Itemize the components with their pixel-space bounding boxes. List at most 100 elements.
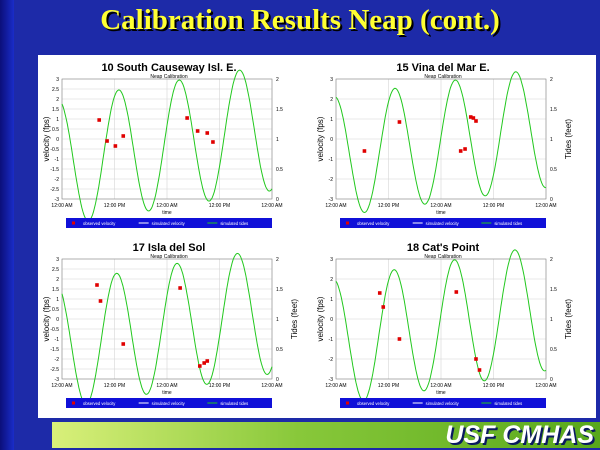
ytick-left-label: 3 <box>56 77 59 83</box>
ytick-left-label: -1 <box>329 157 334 163</box>
xtick-label: 12:00 AM <box>535 383 556 389</box>
ytick-left-label: -0.5 <box>50 147 59 153</box>
chart-title: 17 Isla del Sol <box>133 242 206 254</box>
chart-title: 10 South Causeway Isl. E. <box>101 62 236 74</box>
observed-point <box>474 357 478 361</box>
legend-label: simulated tides <box>494 221 522 226</box>
observed-point <box>211 140 215 144</box>
ytick-left-label: -3 <box>329 197 334 203</box>
x-axis-label: time <box>436 390 446 396</box>
brand-label: USF CMHAS <box>445 421 594 449</box>
xtick-label: 12:00 PM <box>209 203 230 209</box>
legend-label: observed velocity <box>357 401 390 406</box>
ytick-left-label: -2 <box>55 357 60 363</box>
xtick-label: 12:00 PM <box>104 203 125 209</box>
xtick-label: 12:00 PM <box>209 383 230 389</box>
y-axis-right-label: Tides (feet) <box>564 299 573 339</box>
ytick-left-label: 1 <box>56 117 59 123</box>
page-title: Calibration Results Neap (cont.) <box>100 4 500 36</box>
ytick-left-label: 2.5 <box>52 267 59 273</box>
ytick-right-label: 0.5 <box>276 167 283 173</box>
xtick-label: 12:00 AM <box>430 383 451 389</box>
observed-point <box>202 361 206 365</box>
ytick-left-label: -1 <box>55 337 60 343</box>
xtick-label: 12:00 AM <box>51 383 72 389</box>
ytick-right-label: 2 <box>550 257 553 263</box>
ytick-left-label: -2.5 <box>50 187 59 193</box>
xtick-label: 12:00 AM <box>535 203 556 209</box>
ytick-left-label: -1.5 <box>50 347 59 353</box>
ytick-left-label: -3 <box>55 377 60 383</box>
observed-point <box>377 291 382 295</box>
plot-frame <box>335 258 547 380</box>
simulated-tides-line <box>61 252 273 405</box>
ytick-left-label: -3 <box>329 377 334 383</box>
legend-label: observed velocity <box>83 401 116 406</box>
legend-box <box>66 398 272 408</box>
y-axis-right-label: Tides (feet) <box>564 119 573 159</box>
chart-subtitle: Neap Calibration <box>150 74 187 80</box>
ytick-right-label: 0 <box>276 377 279 383</box>
ytick-right-label: 2 <box>550 77 553 83</box>
observed-point <box>198 364 202 368</box>
y-axis-left-label: velocity (fps) <box>42 296 51 341</box>
legend-swatch-observed <box>346 221 349 225</box>
ytick-left-label: 2 <box>56 97 59 103</box>
xtick-label: 12:00 PM <box>378 383 399 389</box>
observed-point <box>121 342 126 346</box>
xtick-label: 12:00 AM <box>156 203 177 209</box>
legend-swatch-observed <box>346 401 349 405</box>
observed-point <box>195 129 200 133</box>
x-axis-label: time <box>162 390 172 396</box>
ytick-left-label: -1 <box>55 157 60 163</box>
x-axis-label: time <box>162 210 172 216</box>
ytick-left-label: 0 <box>56 137 59 143</box>
ytick-left-label: 1 <box>330 117 333 123</box>
observed-point <box>185 116 189 120</box>
ytick-right-label: 2 <box>276 77 279 83</box>
x-axis-label: time <box>436 210 446 216</box>
ytick-left-label: -1.5 <box>50 167 59 173</box>
ytick-right-label: 0.5 <box>550 167 557 173</box>
observed-point <box>205 131 210 135</box>
ytick-right-label: 1 <box>276 137 279 143</box>
plot-frame <box>335 78 547 200</box>
ytick-right-label: 1 <box>276 317 279 323</box>
observed-point <box>205 359 210 363</box>
legend-label: simulated velocity <box>426 221 460 226</box>
ytick-right-label: 0 <box>550 377 553 383</box>
ytick-left-label: -2.5 <box>50 367 59 373</box>
legend-label: simulated velocity <box>426 401 460 406</box>
legend-label: simulated tides <box>494 401 522 406</box>
plot-frame <box>61 258 273 380</box>
chart-title: 15 Vina del Mar E. <box>396 62 489 74</box>
chart-15-svg: 15 Vina del Mar E.Neap Calibration 3 2 1 0 -1… <box>316 62 573 228</box>
ytick-right-label: 0 <box>276 197 279 203</box>
ytick-right-label: 1.5 <box>550 107 557 113</box>
chart-panel-15: 15 Vina del Mar E. Neap Calibration 3 2 1 0 -1… <box>314 58 579 236</box>
ytick-left-label: 1.5 <box>52 107 59 113</box>
ytick-left-label: -2 <box>329 357 334 363</box>
observed-point <box>362 149 367 153</box>
ytick-right-label: 1.5 <box>276 287 283 293</box>
simulated-tides-line <box>335 71 547 214</box>
ytick-right-label: 2 <box>276 257 279 263</box>
chart-subtitle: Neap Calibration <box>424 74 461 80</box>
legend-label: simulated tides <box>220 401 248 406</box>
observed-point <box>98 299 103 303</box>
observed-point <box>454 290 459 294</box>
xtick-label: 12:00 AM <box>325 203 346 209</box>
ytick-left-label: 2.5 <box>52 87 59 93</box>
ytick-right-label: 1 <box>550 317 553 323</box>
observed-point <box>471 116 476 120</box>
ytick-right-label: 1.5 <box>550 287 557 293</box>
legend-label: simulated velocity <box>152 221 186 226</box>
ytick-left-label: 2 <box>56 277 59 283</box>
xtick-label: 12:00 AM <box>261 203 282 209</box>
chart-subtitle: Neap Calibration <box>424 254 461 260</box>
observed-point <box>95 283 99 287</box>
observed-point <box>105 139 109 143</box>
ytick-left-label: -2 <box>55 177 60 183</box>
ytick-left-label: 1.5 <box>52 287 59 293</box>
